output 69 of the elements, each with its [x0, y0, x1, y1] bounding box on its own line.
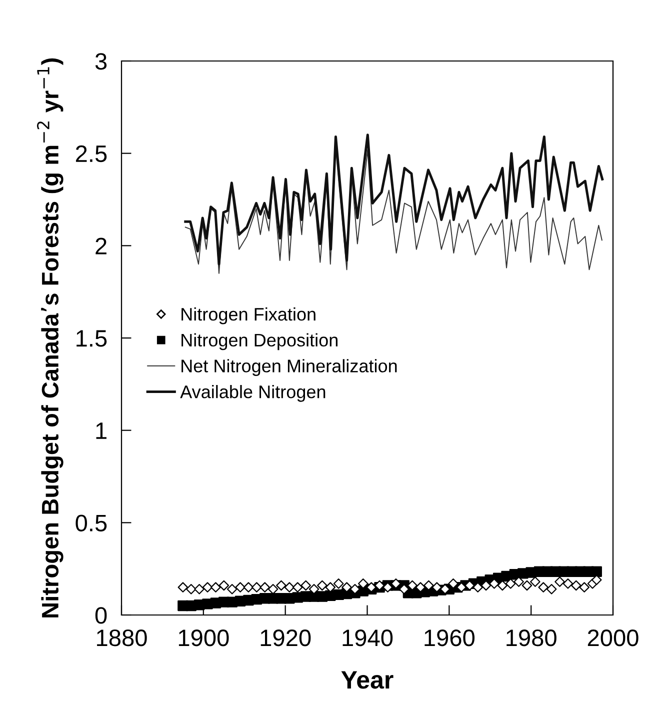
point — [268, 584, 278, 594]
y-axis-title: Nitrogen Budget of Canada’s Forests (g m$^{−2}$ yr$^{−1}$) — [37, 58, 64, 618]
y-tick-label: 3 — [95, 53, 107, 70]
y-tick-label: 1 — [96, 422, 106, 439]
point — [210, 582, 221, 592]
point — [538, 582, 549, 592]
point — [489, 578, 500, 589]
point — [325, 582, 336, 592]
point — [235, 582, 246, 592]
x-tick-label: 1980 — [506, 630, 556, 646]
point — [415, 582, 426, 592]
point — [276, 580, 286, 591]
y-tick-label: 1.5 — [76, 330, 107, 347]
point — [342, 582, 352, 592]
point — [202, 582, 213, 592]
point — [591, 566, 602, 577]
legend-label: Available Nitrogen — [180, 384, 326, 402]
point — [554, 576, 565, 587]
point — [472, 582, 483, 592]
point — [546, 584, 557, 594]
point — [497, 580, 508, 591]
point — [432, 582, 442, 592]
point — [440, 584, 450, 594]
y-tick-label: 0.5 — [76, 514, 107, 532]
point — [252, 582, 262, 592]
point — [186, 584, 196, 594]
x-tick-label: 2000 — [588, 630, 638, 646]
point — [480, 580, 492, 591]
point — [300, 580, 311, 591]
point — [260, 582, 270, 592]
point — [178, 582, 188, 592]
point — [579, 582, 590, 592]
x-tick-label: 1920 — [260, 630, 311, 646]
point — [292, 582, 303, 592]
point — [407, 580, 418, 591]
point — [358, 578, 368, 589]
point — [514, 576, 524, 587]
point — [591, 574, 602, 586]
line-series — [184, 134, 604, 266]
point — [424, 580, 434, 591]
point — [456, 582, 467, 592]
legend-label: Nitrogen Deposition — [182, 333, 338, 350]
point — [226, 584, 238, 594]
point — [464, 580, 475, 591]
x-axis-title: Year — [341, 671, 394, 689]
point — [505, 578, 516, 589]
point — [333, 578, 344, 589]
point — [448, 578, 458, 589]
point — [243, 582, 254, 592]
point — [308, 584, 320, 594]
legend-label: Net Nitrogen Mineralization — [182, 359, 397, 376]
x-tick-label: 1900 — [178, 630, 229, 646]
point — [350, 584, 360, 594]
x-tick-label: 1940 — [342, 630, 393, 646]
point — [284, 582, 295, 592]
point — [530, 576, 540, 587]
point — [562, 578, 574, 589]
point — [522, 580, 532, 591]
point — [218, 580, 230, 591]
point — [194, 584, 204, 594]
point — [317, 580, 328, 591]
y-tick-label: 2 — [96, 238, 106, 254]
x-tick-label: 1960 — [424, 630, 475, 646]
point — [570, 580, 582, 591]
y-tick-label: 2.5 — [76, 145, 107, 162]
legend-label: Nitrogen Fixation — [182, 307, 316, 324]
point — [398, 584, 410, 594]
x-tick-label: 1880 — [97, 630, 147, 646]
y-tick-label: 0 — [95, 607, 107, 624]
